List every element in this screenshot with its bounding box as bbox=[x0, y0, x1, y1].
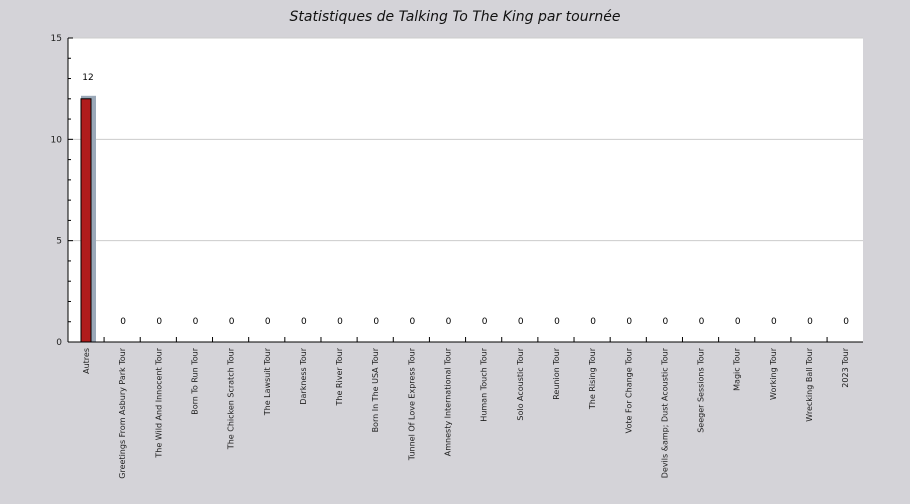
x-tick-label: The Rising Tour bbox=[588, 347, 597, 410]
value-label: 0 bbox=[337, 317, 343, 327]
labels: 0 5 10 15 12 Autres 0 Greetings From Asbury Par… bbox=[51, 34, 851, 479]
value-label: 0 bbox=[843, 317, 849, 327]
plot-area bbox=[68, 38, 863, 342]
x-tick-label: The Lawsuit Tour bbox=[263, 347, 272, 416]
x-tick-label: Working Tour bbox=[769, 347, 778, 400]
value-label: 0 bbox=[265, 317, 271, 327]
value-label: 0 bbox=[482, 317, 488, 327]
x-tick-label: Devils &amp; Dust Acoustic Tour bbox=[660, 347, 669, 478]
value-label: 0 bbox=[120, 317, 126, 327]
x-tick-label: Tunnel Of Love Express Tour bbox=[407, 347, 416, 461]
value-label: 12 bbox=[82, 73, 93, 83]
x-tick-label: Human Touch Tour bbox=[480, 347, 489, 421]
x-tick-label: Vote For Change Tour bbox=[624, 347, 633, 433]
x-tick-label: The River Tour bbox=[335, 347, 344, 406]
y-tick-label: 5 bbox=[56, 237, 62, 247]
bar bbox=[80, 98, 92, 343]
bars bbox=[80, 95, 96, 343]
x-tick-label: Seeger Sessions Tour bbox=[697, 347, 706, 432]
grid-lines bbox=[68, 37, 863, 242]
axes bbox=[67, 37, 863, 343]
y-tick-label: 15 bbox=[51, 34, 62, 44]
x-tick-label: Reunion Tour bbox=[552, 347, 561, 399]
value-label: 0 bbox=[735, 317, 741, 327]
value-label: 0 bbox=[446, 317, 452, 327]
value-label: 0 bbox=[626, 317, 632, 327]
value-label: 0 bbox=[554, 317, 560, 327]
x-tick-label: Darkness Tour bbox=[299, 347, 308, 404]
x-tick-label: The Chicken Scratch Tour bbox=[227, 347, 236, 450]
value-label: 0 bbox=[807, 317, 813, 327]
value-label: 0 bbox=[518, 317, 524, 327]
y-tick-label: 10 bbox=[51, 135, 63, 145]
value-label: 0 bbox=[699, 317, 705, 327]
x-tick-label: Wrecking Ball Tour bbox=[805, 347, 814, 421]
value-label: 0 bbox=[301, 317, 307, 327]
x-tick-label: Born To Run Tour bbox=[190, 347, 199, 414]
value-label: 0 bbox=[590, 317, 596, 327]
value-label: 0 bbox=[663, 317, 669, 327]
x-tick-label: Greetings From Asbury Park Tour bbox=[118, 347, 127, 478]
x-tick-label: Solo Acoustic Tour bbox=[516, 347, 525, 420]
chart-title: Statistiques de Talking To The King par … bbox=[290, 9, 621, 25]
x-tick-label: The Wild And Innocent Tour bbox=[154, 347, 163, 458]
y-tick-label: 0 bbox=[56, 338, 62, 348]
x-tick-label: Autres bbox=[82, 348, 91, 374]
x-tick-label: Born In The USA Tour bbox=[371, 347, 380, 432]
value-label: 0 bbox=[373, 317, 379, 327]
value-label: 0 bbox=[409, 317, 415, 327]
x-tick-label: Amnesty International Tour bbox=[444, 347, 453, 456]
value-label: 0 bbox=[156, 317, 162, 327]
x-tick-label: 2023 Tour bbox=[841, 347, 850, 387]
x-tick-label: Magic Tour bbox=[733, 347, 742, 391]
value-label: 0 bbox=[229, 317, 235, 327]
value-label: 0 bbox=[193, 317, 199, 327]
value-label: 0 bbox=[771, 317, 777, 327]
